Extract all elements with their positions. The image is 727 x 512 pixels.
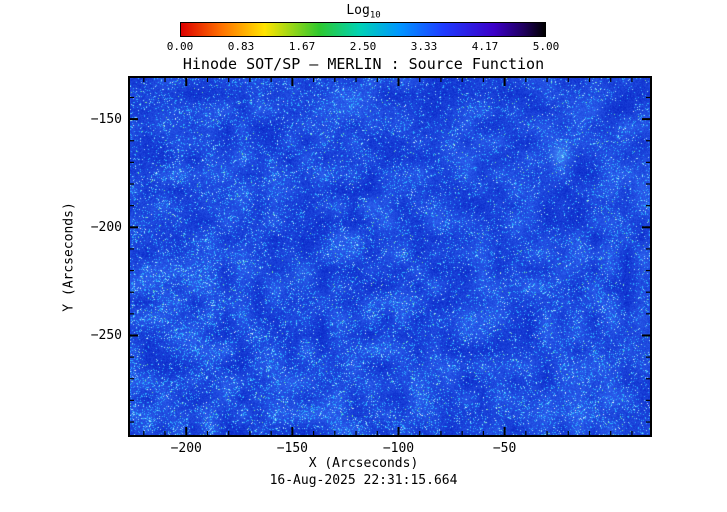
plot-title: Hinode SOT/SP — MERLIN : Source Function: [182, 55, 545, 73]
colorbar-tick-label: 4.17: [471, 40, 499, 53]
x-tick-label: −200: [170, 441, 202, 456]
colorbar-tick-label: 0.00: [166, 40, 194, 53]
x-tick-label: −150: [276, 441, 309, 456]
colorbar-title: Log10: [0, 3, 727, 21]
colorbar-title-text: Log: [346, 3, 370, 18]
colorbar-tick-label: 1.67: [288, 40, 316, 53]
timestamp-caption: 16-Aug-2025 22:31:15.664: [269, 473, 458, 488]
y-tick-label: −200: [90, 220, 122, 236]
plot-area: [128, 76, 652, 437]
x-tick-label: −50: [492, 441, 517, 456]
y-tick-label: −150: [90, 112, 122, 128]
colorbar-tick-label: 2.50: [349, 40, 377, 53]
colorbar-tick-labels: 0.00 0.83 1.67 2.50 3.33 4.17 5.00: [0, 40, 727, 54]
colorbar: [180, 22, 546, 37]
colorbar-tick-label: 5.00: [532, 40, 560, 53]
y-axis-label: Y (Arcseconds): [61, 202, 77, 312]
x-tick-label: −100: [382, 441, 415, 456]
colorbar-tick-label: 0.83: [227, 40, 255, 53]
y-tick-label: −250: [90, 328, 122, 344]
x-axis-label: X (Arcseconds): [308, 456, 419, 471]
heatmap-canvas: [130, 78, 650, 435]
colorbar-tick-label: 3.33: [410, 40, 438, 53]
colorbar-title-subscript: 10: [369, 10, 381, 21]
